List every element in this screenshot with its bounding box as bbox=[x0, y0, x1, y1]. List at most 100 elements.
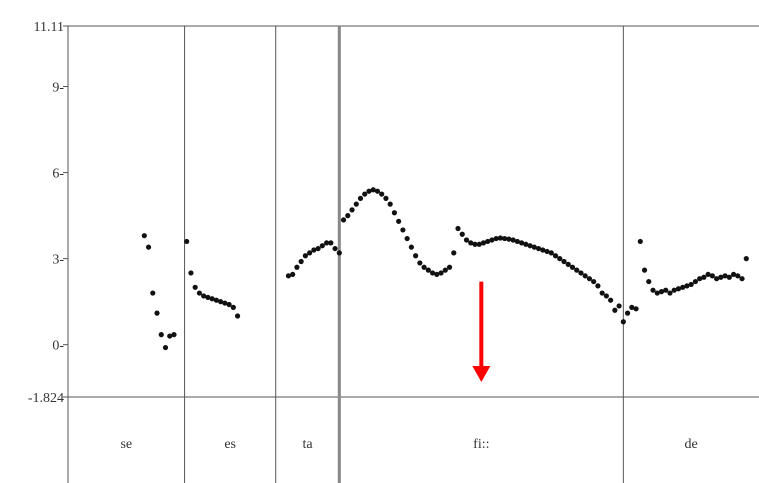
data-point bbox=[230, 304, 236, 310]
data-point bbox=[476, 241, 482, 247]
segment-label: es bbox=[224, 437, 236, 452]
data-point bbox=[544, 248, 550, 255]
data-point bbox=[362, 191, 368, 197]
data-point bbox=[434, 271, 440, 278]
data-point bbox=[552, 253, 559, 259]
segment-labels: se es ta fi:: de bbox=[120, 437, 697, 452]
data-point bbox=[222, 300, 228, 306]
data-point bbox=[624, 310, 631, 316]
data-point bbox=[680, 284, 686, 290]
data-point bbox=[531, 244, 537, 250]
data-point bbox=[540, 247, 546, 253]
data-point bbox=[739, 276, 745, 282]
data-point bbox=[701, 274, 707, 280]
segment-label: fi:: bbox=[473, 437, 489, 452]
data-point bbox=[332, 245, 338, 252]
data-point bbox=[595, 283, 601, 289]
data-point bbox=[391, 210, 398, 216]
data-point bbox=[480, 240, 487, 246]
data-point bbox=[171, 332, 177, 338]
data-point bbox=[578, 270, 584, 276]
data-point bbox=[510, 237, 516, 243]
y-tick-label: 3- bbox=[52, 253, 64, 268]
data-point bbox=[714, 276, 720, 282]
y-axis-ticks: 11.11 9- 6- 3- 0- -1.824 bbox=[28, 20, 68, 406]
data-point bbox=[650, 287, 656, 293]
data-point bbox=[599, 290, 605, 296]
data-point bbox=[493, 235, 499, 242]
data-point bbox=[323, 240, 330, 246]
data-point bbox=[523, 241, 529, 247]
segment-label: se bbox=[120, 437, 132, 452]
data-point bbox=[565, 261, 571, 267]
data-point bbox=[167, 333, 173, 339]
data-point bbox=[468, 240, 474, 246]
data-point bbox=[692, 278, 699, 285]
data-point bbox=[667, 290, 673, 296]
data-point bbox=[349, 207, 355, 213]
data-point bbox=[569, 264, 576, 270]
y-tick-label: 11.11 bbox=[34, 20, 64, 35]
data-point bbox=[209, 296, 215, 302]
data-point bbox=[319, 243, 325, 249]
data-point bbox=[357, 195, 364, 201]
data-point bbox=[726, 274, 732, 280]
data-point bbox=[205, 294, 211, 300]
data-point bbox=[336, 250, 342, 256]
data-point bbox=[213, 297, 219, 303]
data-point bbox=[366, 188, 372, 194]
data-point bbox=[722, 273, 728, 279]
data-point bbox=[485, 238, 491, 245]
data-point bbox=[633, 306, 639, 312]
data-point bbox=[404, 235, 410, 242]
data-points bbox=[141, 187, 749, 351]
data-point bbox=[451, 250, 457, 256]
data-point bbox=[328, 240, 334, 246]
data-point bbox=[709, 273, 715, 279]
data-point bbox=[675, 286, 682, 292]
data-point bbox=[658, 289, 665, 295]
data-point bbox=[591, 278, 597, 285]
data-point bbox=[637, 238, 643, 245]
data-point bbox=[705, 271, 711, 278]
data-point bbox=[192, 284, 198, 290]
data-point bbox=[502, 235, 508, 242]
data-point bbox=[608, 297, 614, 303]
segment-label: ta bbox=[302, 437, 313, 452]
data-point bbox=[345, 213, 351, 219]
data-point bbox=[527, 243, 533, 249]
data-point bbox=[141, 233, 147, 239]
data-point bbox=[459, 231, 465, 237]
y-tick-label: 0- bbox=[52, 339, 64, 354]
data-point bbox=[641, 267, 648, 273]
data-point bbox=[735, 273, 741, 279]
data-point bbox=[514, 238, 520, 245]
data-point bbox=[234, 313, 241, 319]
data-point bbox=[145, 244, 152, 250]
data-point bbox=[654, 290, 660, 296]
data-point bbox=[671, 287, 677, 293]
data-point bbox=[438, 270, 444, 276]
data-point bbox=[684, 283, 690, 289]
data-point bbox=[302, 253, 308, 259]
data-point bbox=[383, 195, 389, 201]
data-point bbox=[294, 264, 300, 270]
data-point bbox=[370, 187, 376, 193]
data-point bbox=[557, 256, 563, 262]
y-tick-label: -1.824 bbox=[28, 391, 64, 406]
y-tick-label: 9- bbox=[52, 81, 64, 96]
data-point bbox=[162, 344, 169, 351]
chart-frame bbox=[67, 25, 759, 483]
y-tick-label: 6- bbox=[52, 167, 64, 182]
data-point bbox=[616, 303, 622, 309]
data-point bbox=[150, 290, 156, 296]
data-point bbox=[455, 225, 461, 232]
data-point bbox=[429, 270, 436, 276]
data-point bbox=[196, 290, 203, 296]
data-point bbox=[743, 256, 749, 262]
data-point bbox=[663, 287, 669, 293]
data-point bbox=[718, 274, 724, 280]
data-point bbox=[519, 240, 525, 246]
data-point bbox=[307, 250, 313, 256]
